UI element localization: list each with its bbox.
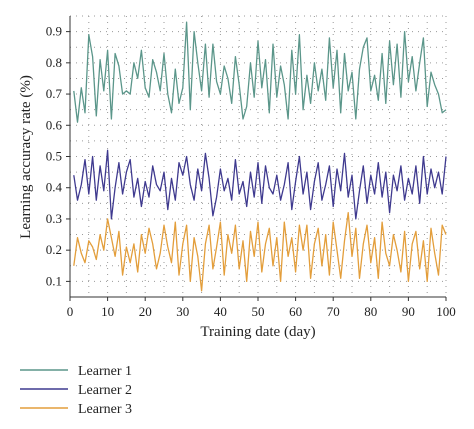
y-tick-label: 0.7 [46, 86, 63, 101]
x-tick-label: 60 [289, 304, 302, 319]
y-tick-label: 0.4 [46, 180, 63, 195]
legend-label-learner-2: Learner 2 [78, 383, 132, 398]
series-line-learner-2 [73, 149, 447, 220]
y-tick-label: 0.5 [46, 149, 62, 164]
grid [70, 15, 447, 297]
x-tick-label: 30 [176, 304, 189, 319]
y-tick-label: 0.8 [46, 55, 62, 70]
x-tick-label: 10 [101, 304, 114, 319]
x-tick-label: 80 [364, 304, 377, 319]
legend: Learner 1 Learner 2 Learner 3 [20, 364, 132, 417]
x-tick-label: 0 [67, 304, 74, 319]
y-tick-label: 0.6 [46, 117, 63, 132]
y-axis-title: Learning accuracy rate (%) [18, 75, 34, 239]
y-tick-label: 0.3 [46, 211, 62, 226]
y-tick-label: 0.2 [46, 242, 62, 257]
y-tick-labels: 0.1 0.2 0.3 0.4 0.5 0.6 0.7 0.8 0.9 [46, 24, 70, 288]
y-tick-label: 0.9 [46, 24, 62, 39]
series-group [73, 21, 447, 292]
x-tick-label: 20 [139, 304, 152, 319]
x-tick-label: 70 [327, 304, 340, 319]
legend-label-learner-3: Learner 3 [78, 402, 132, 417]
y-tick-label: 0.1 [46, 273, 62, 288]
series-line-learner-1 [73, 21, 447, 123]
x-axis-title: Training date (day) [200, 324, 315, 340]
series-line-learner-3 [73, 212, 447, 292]
x-tick-label: 100 [436, 304, 456, 319]
x-tick-label: 40 [214, 304, 227, 319]
x-tick-label: 90 [402, 304, 415, 319]
legend-label-learner-1: Learner 1 [78, 364, 132, 379]
x-tick-labels: 0 10 20 30 40 50 60 70 80 90 100 [67, 297, 456, 319]
x-tick-label: 50 [252, 304, 265, 319]
